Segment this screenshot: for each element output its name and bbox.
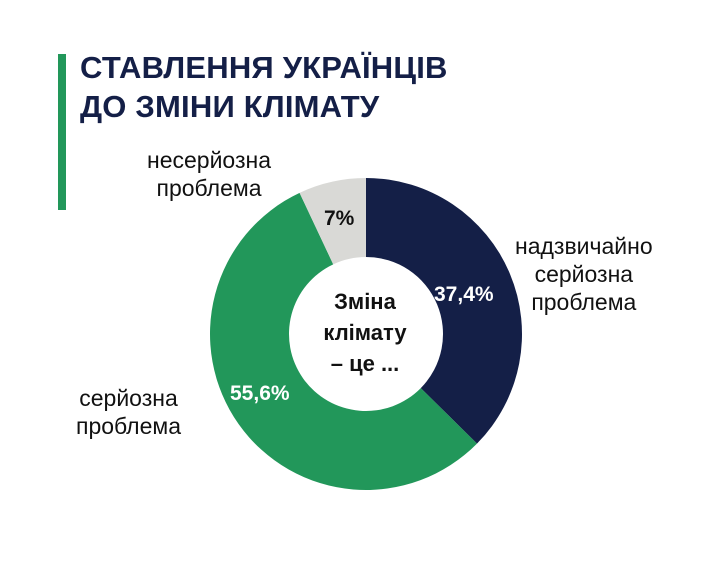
value-label-not-serious: 7% [324, 207, 355, 230]
value-label-serious: 55,6% [230, 382, 290, 405]
category-label-not-serious: несерйозна проблема [147, 146, 271, 202]
slice-not-serious [299, 178, 366, 265]
donut-center-label: Зміна клімату – це ... [290, 286, 440, 379]
center-label-line: клімату [323, 320, 407, 345]
category-label-serious: серйозна проблема [76, 384, 181, 440]
label-line: серйозна [79, 385, 178, 411]
label-line: проблема [531, 289, 637, 315]
label-line: проблема [76, 413, 181, 439]
title-accent-bar [58, 54, 66, 210]
label-line: серйозна [534, 261, 634, 287]
chart-title-line-2: ДО ЗМІНИ КЛІМАТУ [80, 89, 380, 124]
category-label-extremely-serious: надзвичайно серйозна проблема [515, 232, 653, 316]
label-line: надзвичайно [515, 233, 653, 259]
slice-serious [210, 192, 477, 490]
donut-slices [210, 178, 523, 490]
label-line: проблема [156, 175, 262, 201]
center-label-line: Зміна [334, 289, 396, 314]
chart-title: СТАВЛЕННЯ УКРАЇНЦІВ ДО ЗМІНИ КЛІМАТУ [80, 48, 448, 126]
chart-title-line-1: СТАВЛЕННЯ УКРАЇНЦІВ [80, 50, 448, 85]
label-line: несерйозна [147, 147, 271, 173]
center-label-line: – це ... [330, 351, 400, 376]
value-label-extremely-serious: 37,4% [434, 283, 494, 306]
slice-extremely-serious [366, 178, 523, 444]
